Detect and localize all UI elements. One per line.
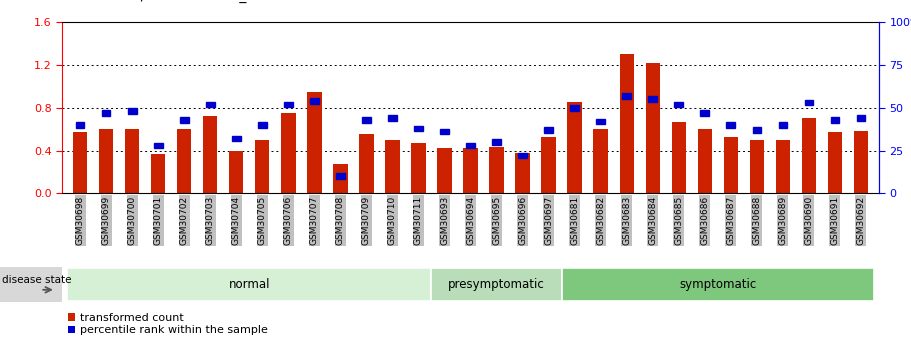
Bar: [464, 148, 477, 193]
Bar: [128, 108, 137, 114]
FancyBboxPatch shape: [67, 268, 432, 301]
Bar: [750, 140, 764, 193]
Text: normal: normal: [229, 278, 270, 291]
Bar: [856, 115, 865, 121]
Bar: [674, 102, 683, 107]
Bar: [802, 118, 816, 193]
Bar: [544, 127, 553, 133]
Bar: [177, 129, 191, 193]
Bar: [307, 92, 322, 193]
Bar: [151, 154, 166, 193]
Bar: [775, 140, 790, 193]
Bar: [440, 129, 449, 135]
Bar: [180, 117, 189, 122]
Legend: transformed count, percentile rank within the sample: transformed count, percentile rank withi…: [67, 313, 268, 335]
Bar: [336, 173, 344, 179]
Bar: [415, 126, 423, 131]
Bar: [76, 122, 85, 128]
Bar: [671, 122, 686, 193]
Bar: [698, 129, 711, 193]
Bar: [102, 110, 110, 116]
Bar: [333, 164, 348, 193]
Bar: [726, 122, 735, 128]
Text: symptomatic: symptomatic: [679, 278, 756, 291]
Bar: [570, 105, 578, 111]
Bar: [489, 147, 504, 193]
Bar: [385, 140, 400, 193]
Bar: [518, 153, 527, 158]
Bar: [831, 117, 839, 122]
Text: presymptomatic: presymptomatic: [448, 278, 545, 291]
FancyBboxPatch shape: [561, 268, 874, 301]
Bar: [541, 137, 556, 193]
Bar: [255, 140, 270, 193]
Bar: [622, 93, 631, 99]
Text: GDS1332 / 2397473CB1_PROBE1: GDS1332 / 2397473CB1_PROBE1: [71, 0, 302, 3]
Bar: [359, 135, 374, 193]
FancyBboxPatch shape: [0, 267, 62, 302]
Bar: [646, 63, 660, 193]
Text: disease state: disease state: [3, 276, 72, 285]
Bar: [593, 129, 608, 193]
Bar: [363, 117, 371, 122]
Bar: [125, 129, 139, 193]
Bar: [388, 115, 397, 121]
Bar: [230, 150, 243, 193]
Bar: [99, 129, 113, 193]
Bar: [466, 142, 475, 148]
Bar: [258, 122, 267, 128]
Bar: [804, 100, 814, 106]
Bar: [492, 139, 501, 145]
Bar: [203, 116, 218, 193]
Bar: [723, 137, 738, 193]
Bar: [516, 152, 529, 193]
Bar: [854, 131, 868, 193]
Bar: [828, 132, 842, 193]
Bar: [154, 142, 162, 148]
Bar: [649, 97, 657, 102]
Bar: [701, 110, 709, 116]
Bar: [568, 102, 582, 193]
Bar: [779, 122, 787, 128]
Bar: [284, 102, 292, 107]
Bar: [206, 102, 215, 107]
Bar: [310, 98, 319, 104]
Bar: [73, 132, 87, 193]
Bar: [281, 113, 295, 193]
Bar: [232, 136, 241, 141]
Bar: [597, 119, 605, 124]
Bar: [619, 55, 634, 193]
Bar: [437, 148, 452, 193]
Bar: [752, 127, 761, 133]
FancyBboxPatch shape: [432, 268, 561, 301]
Bar: [412, 143, 425, 193]
